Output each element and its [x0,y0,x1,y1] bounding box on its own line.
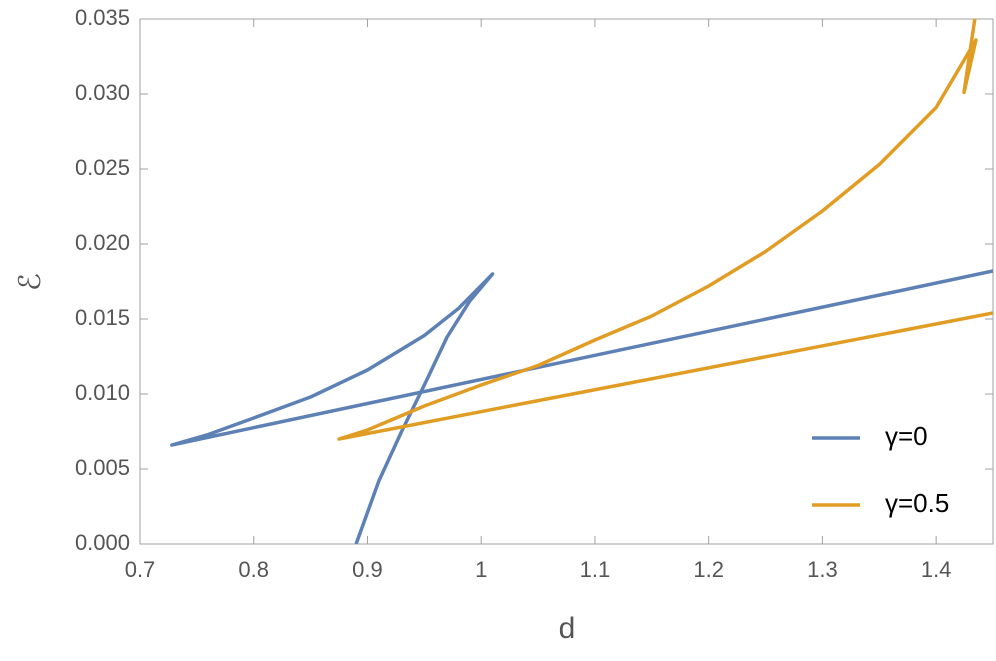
x-tick-label: 1.3 [807,557,838,582]
legend: γ=0 γ=0.5 [812,421,949,518]
x-axis-label: d [559,612,576,645]
x-tick-label: 0.7 [125,557,156,582]
y-tick-label: 0.025 [75,155,130,180]
y-tick-label: 0.015 [75,305,130,330]
data-line [170,269,993,544]
y-tick-label: 0.030 [75,80,130,105]
legend-label: γ=0 [885,421,928,451]
x-tick-label: 0.9 [352,557,383,582]
y-tick-label: 0.000 [75,530,130,555]
legend-label: γ=0.5 [885,488,949,518]
x-tick-label: 1.4 [921,557,952,582]
x-tick-label: 1.1 [580,557,611,582]
y-tick-label: 0.005 [75,455,130,480]
y-tick-label: 0.010 [75,380,130,405]
x-tick-label: 0.8 [238,557,269,582]
y-tick-label: 0.035 [75,5,130,30]
y-tick-label: 0.020 [75,230,130,255]
plot-lines [170,19,993,544]
plot-frame [139,18,994,545]
data-line [337,19,993,441]
ticks: 0.7 0.8 0.9 1 1.1 1.2 1.3 1.4 0.000 0.005 0.010 0.0… [75,5,993,582]
y-axis-label: ℰ [14,273,47,291]
x-tick-label: 1 [475,557,487,582]
x-tick-label: 1.2 [693,557,724,582]
